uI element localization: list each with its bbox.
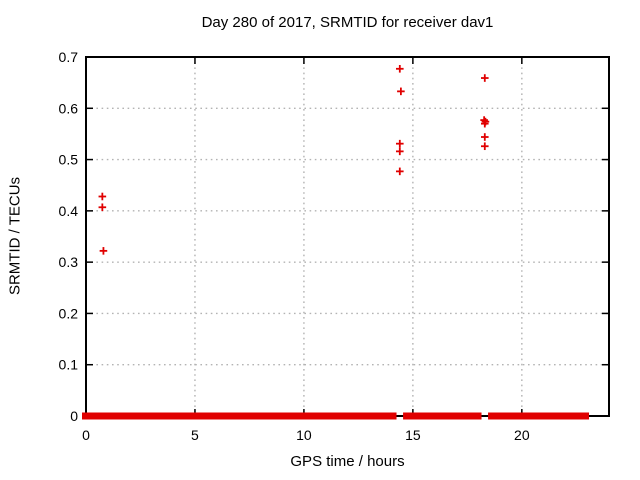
- x-tick-label: 10: [296, 427, 312, 443]
- y-tick-label: 0.1: [59, 357, 79, 373]
- x-tick-label: 0: [82, 427, 90, 443]
- x-tick-label: 20: [514, 427, 530, 443]
- y-tick-label: 0.2: [59, 305, 79, 321]
- x-tick-label: 15: [405, 427, 421, 443]
- x-axis-label: GPS time / hours: [290, 453, 405, 470]
- plot-border: [85, 56, 610, 417]
- baseline-marker-band: [82, 412, 397, 420]
- y-tick-label: 0.4: [59, 203, 79, 219]
- y-axis-label: SRMTID / TECUs: [6, 176, 24, 296]
- x-tick-label: 5: [191, 427, 199, 443]
- y-tick-label: 0.6: [59, 100, 79, 116]
- y-tick-label: 0.5: [59, 152, 79, 168]
- y-tick-label: 0.3: [59, 254, 79, 270]
- baseline-marker-band: [403, 412, 482, 420]
- baseline-marker-band: [488, 412, 590, 420]
- y-tick-label: 0: [70, 408, 78, 424]
- y-tick-label: 0.7: [59, 49, 79, 65]
- chart-title: Day 280 of 2017, SRMTID for receiver dav…: [201, 14, 494, 31]
